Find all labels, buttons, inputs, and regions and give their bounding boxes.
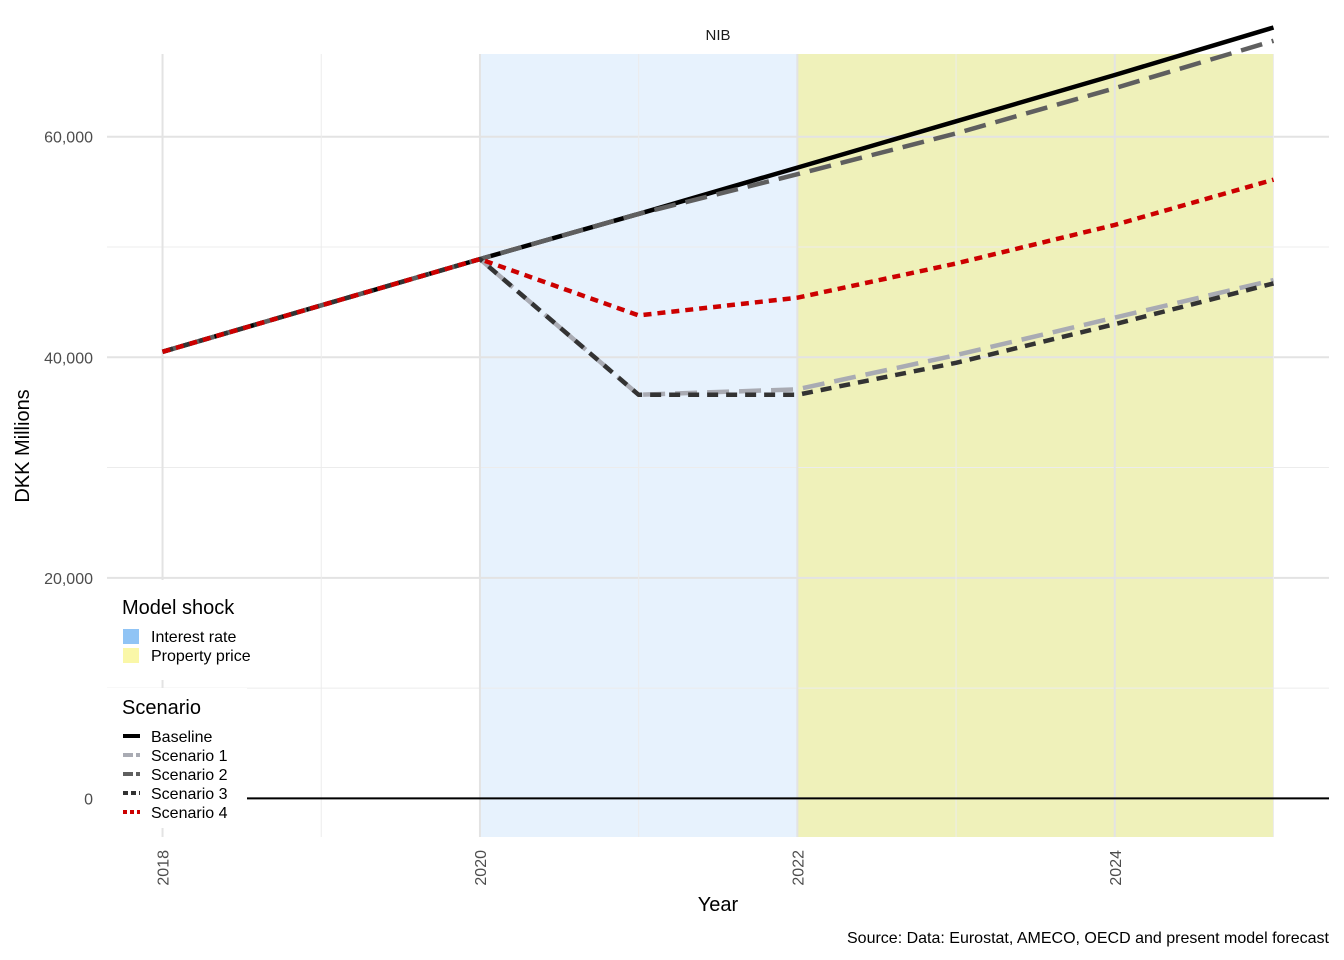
legend-scenario-title: Scenario (122, 697, 201, 719)
axis-ticks: 0 20,000 40,000 60,000 2018 2020 2022 2024 (44, 130, 1125, 886)
y-tick-label: 0 (84, 791, 93, 808)
shock-band-tint (797, 54, 1274, 837)
legend-background-scenario (107, 688, 247, 828)
legend-item-scenario-2: Scenario 2 (151, 767, 228, 784)
legend-item-scenario-3: Scenario 3 (151, 786, 228, 803)
shock-band-property-price (797, 54, 1274, 837)
x-tick-label: 2018 (156, 850, 173, 886)
series-line-scenario-4 (161, 177, 1275, 354)
legend-swatch-interest-rate (123, 629, 139, 644)
chart-title: NIB (705, 27, 730, 44)
legend-item-scenario-4: Scenario 4 (151, 805, 228, 822)
x-tick-label: 2022 (790, 850, 807, 886)
x-tick-label: 2020 (473, 850, 490, 886)
series-lines (161, 25, 1275, 398)
legend-item-scenario-1: Scenario 1 (151, 748, 228, 765)
legend: Model shock Interest rate Property price Sc… (107, 580, 272, 828)
shock-bands (479, 54, 1274, 837)
legend-item-interest-rate: Interest rate (151, 629, 236, 646)
y-tick-label: 60,000 (44, 130, 93, 147)
y-tick-label: 40,000 (44, 350, 93, 367)
y-tick-label: 20,000 (44, 571, 93, 588)
legend-swatch-property-price (123, 648, 139, 663)
legend-item-property-price: Property price (151, 648, 251, 665)
legend-shock-title: Model shock (122, 597, 235, 619)
y-axis-label: DKK Millions (12, 389, 34, 502)
x-tick-label: 2024 (1108, 850, 1125, 886)
series-line-scenario-3 (161, 256, 1275, 398)
legend-item-baseline: Baseline (151, 729, 212, 746)
source-caption: Source: Data: Eurostat, AMECO, OECD and … (847, 930, 1330, 947)
x-axis-label: Year (698, 894, 739, 916)
